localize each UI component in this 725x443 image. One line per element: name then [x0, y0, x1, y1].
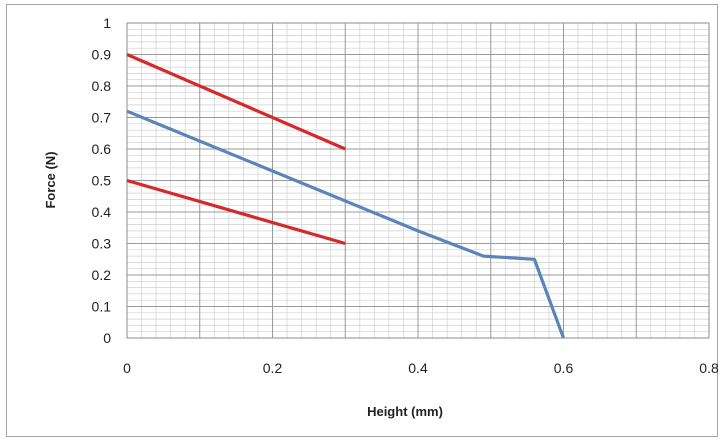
series-line-1 — [126, 53, 346, 151]
x-tick-labels: 0 0.2 0.4 0.6 0.8 — [123, 360, 719, 376]
major-gridlines — [127, 23, 709, 338]
series-line-2 — [126, 178, 346, 246]
y-tick-label: 0.3 — [92, 236, 112, 252]
y-tick-label: 0.8 — [92, 78, 112, 94]
y-tick-label: 0.2 — [92, 267, 112, 283]
y-tick-labels: 0 0.1 0.2 0.3 0.4 0.5 0.6 0.7 0.8 0.9 1 — [92, 15, 112, 346]
y-tick-label: 0.6 — [92, 141, 112, 157]
y-tick-label: 0.4 — [92, 204, 112, 220]
x-tick-label: 0.4 — [408, 360, 428, 376]
y-tick-label: 0.5 — [92, 173, 112, 189]
y-tick-label: 0 — [103, 330, 111, 346]
force-height-chart: 0 0.1 0.2 0.3 0.4 0.5 0.6 0.7 0.8 0.9 1 0 0.2 0.4 0.6… — [43, 15, 719, 419]
y-axis-title: Force (N) — [43, 151, 58, 208]
chart-frame: 0 0.1 0.2 0.3 0.4 0.5 0.6 0.7 0.8 0.9 1 0 0.2 0.4 0.6… — [6, 4, 719, 437]
y-tick-label: 0.9 — [92, 47, 112, 63]
y-tick-label: 1 — [103, 15, 111, 31]
y-tick-label: 0.7 — [92, 110, 112, 126]
x-tick-label: 0.8 — [699, 360, 719, 376]
y-tick-label: 0.1 — [92, 299, 112, 315]
series-line-3 — [126, 109, 566, 339]
x-tick-label: 0.2 — [263, 360, 283, 376]
x-tick-label: 0.6 — [554, 360, 574, 376]
x-axis-title: Height (mm) — [367, 404, 443, 419]
x-tick-label: 0 — [123, 360, 131, 376]
series-layer — [126, 53, 566, 339]
